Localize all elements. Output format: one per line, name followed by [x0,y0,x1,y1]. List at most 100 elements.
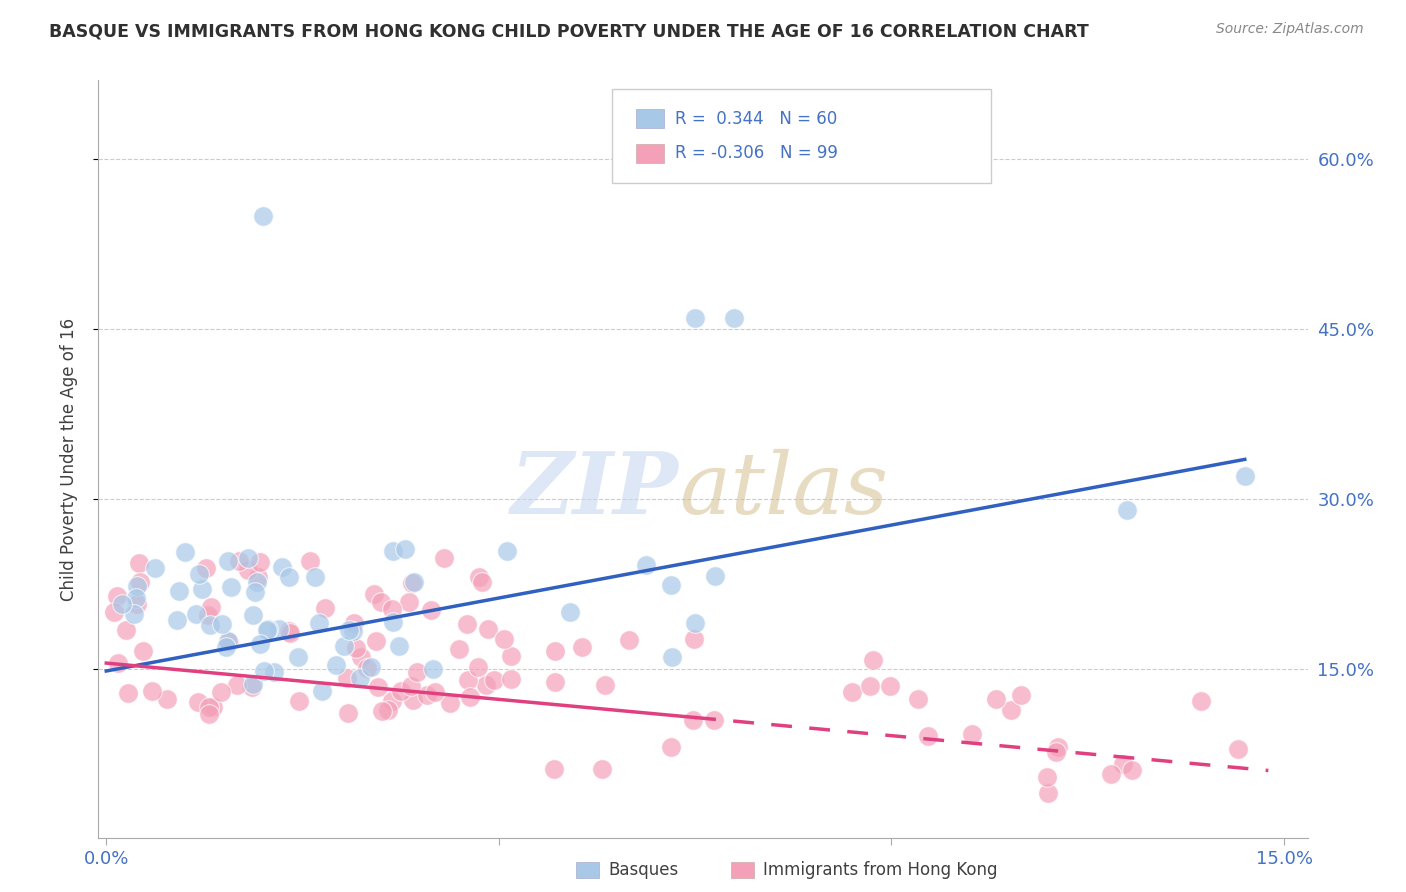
Point [191,582,214,596]
Point [389,684,412,698]
Point [117,686,139,700]
Point [356,660,378,674]
Point [246,575,269,590]
Point [343,615,366,630]
Point [169,583,191,598]
Point [907,691,929,706]
Point [723,310,745,325]
Y-axis label: Child Poverty Under the Age of 16: Child Poverty Under the Age of 16 [59,318,77,601]
Point [246,570,269,584]
Point [543,762,565,776]
Point [683,310,706,325]
Text: BASQUE VS IMMIGRANTS FROM HONG KONG CHILD POVERTY UNDER THE AGE OF 16 CORRELATIO: BASQUE VS IMMIGRANTS FROM HONG KONG CHIL… [49,22,1090,40]
Point [1045,745,1067,759]
Point [209,685,232,699]
Point [124,607,146,622]
Text: R =  0.344   N = 60: R = 0.344 N = 60 [675,110,837,128]
Point [458,690,481,704]
Point [311,684,333,698]
Point [1010,688,1032,702]
Point [370,595,392,609]
Point [187,695,209,709]
Point [659,578,682,592]
Point [423,685,446,699]
Point [287,649,309,664]
Point [456,617,478,632]
Text: atlas: atlas [679,449,889,531]
Point [960,727,983,741]
Text: Basques: Basques [609,861,679,879]
Point [107,657,129,671]
Point [111,597,134,611]
Point [370,705,392,719]
Point [156,692,179,706]
Point [398,595,420,609]
Point [471,574,494,589]
Point [501,649,523,664]
Point [422,662,444,676]
Point [544,643,567,657]
Point [685,616,707,631]
Point [215,640,238,655]
Point [544,675,567,690]
Point [128,556,150,570]
Point [682,713,704,727]
Point [394,542,416,557]
Point [333,639,356,653]
Point [468,570,491,584]
Point [501,672,523,686]
Point [304,570,326,584]
Point [593,678,616,692]
Point [591,762,613,776]
Point [447,642,470,657]
Point [337,706,360,720]
Point [841,684,863,698]
Point [704,568,727,582]
Point [256,622,278,636]
Point [401,575,423,590]
Point [197,607,219,622]
Point [1116,503,1139,517]
Point [271,559,294,574]
Point [571,640,593,654]
Point [1121,763,1143,777]
Point [402,575,425,590]
Point [249,555,271,569]
Point [381,602,404,616]
Point [249,637,271,651]
Point [482,673,505,688]
Point [377,703,399,717]
Point [243,585,266,599]
Point [339,624,361,638]
Point [211,616,233,631]
Point [703,714,725,728]
Point [336,671,359,685]
Point [661,739,683,754]
Point [240,680,263,694]
Point [201,700,224,714]
Point [129,574,152,589]
Point [474,678,496,692]
Point [226,678,249,692]
Text: R = -0.306   N = 99: R = -0.306 N = 99 [675,145,838,162]
Point [342,624,364,638]
Point [125,591,148,605]
Text: ZIP: ZIP [510,448,679,532]
Point [308,616,330,631]
Point [228,554,250,568]
Text: Immigrants from Hong Kong: Immigrants from Hong Kong [763,861,998,879]
Point [349,671,371,685]
Point [1233,469,1256,483]
Point [325,657,347,672]
Point [364,633,387,648]
Point [263,665,285,679]
Point [103,605,125,619]
Point [492,632,515,647]
Point [401,679,423,693]
Point [683,632,706,646]
Point [1226,742,1249,756]
Point [381,543,404,558]
Point [141,683,163,698]
Point [406,665,429,679]
Point [143,560,166,574]
